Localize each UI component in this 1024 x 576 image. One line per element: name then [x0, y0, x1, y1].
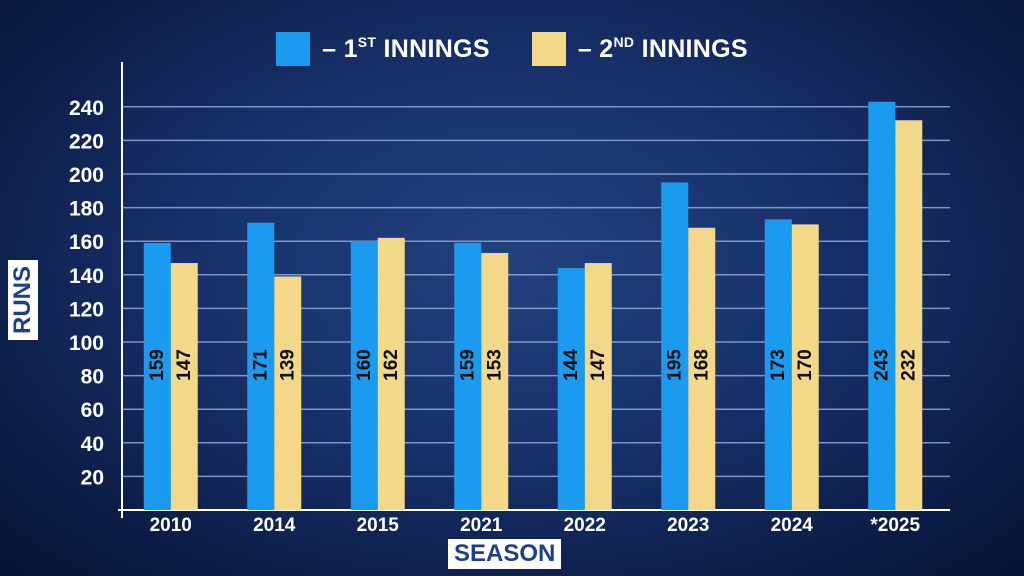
- legend: – 1ST INNINGS – 2ND INNINGS: [0, 32, 1024, 66]
- bar-value-label: 159: [457, 349, 478, 381]
- x-tick-label: 2022: [564, 515, 606, 536]
- bar-first-innings: [764, 219, 792, 511]
- y-tick-label: 220: [69, 130, 104, 153]
- y-tick-label: 240: [69, 97, 104, 120]
- bar-second-innings: [170, 263, 198, 510]
- x-axis-label: SEASON: [448, 539, 562, 569]
- bar-second-innings: [688, 227, 716, 510]
- y-tick-label: 120: [69, 298, 104, 321]
- bar-first-innings: [143, 242, 171, 510]
- bar-value-label: 170: [795, 349, 816, 381]
- y-tick-label: 40: [81, 433, 104, 456]
- bar-value-label: 173: [768, 349, 789, 381]
- bar-first-innings: [350, 241, 378, 510]
- legend-label-second-innings: – 2ND INNINGS: [577, 34, 748, 63]
- bar-first-innings: [247, 222, 275, 510]
- bar-second-innings: [584, 263, 612, 510]
- y-tick-label: 180: [69, 198, 104, 221]
- legend-swatch-first-innings: [276, 32, 311, 66]
- y-tick-label: 60: [81, 399, 104, 422]
- bar-first-innings: [557, 268, 585, 510]
- legend-label-first-innings: – 1ST INNINGS: [322, 34, 490, 63]
- legend-item-second-innings: – 2ND INNINGS: [531, 32, 748, 66]
- bar-value-label: 162: [381, 349, 402, 381]
- y-axis-label: RUNS: [8, 259, 38, 340]
- y-tick-label: 20: [81, 466, 104, 489]
- legend-swatch-second-innings: [531, 32, 566, 66]
- bar-second-innings: [895, 120, 923, 511]
- x-tick-label: 2024: [771, 515, 814, 536]
- bar-value-label: 139: [277, 349, 298, 381]
- y-tick-label: 160: [69, 231, 104, 254]
- bar-value-label: 160: [354, 349, 375, 381]
- x-tick-label: *2025: [870, 515, 920, 536]
- y-tick-label: 140: [69, 265, 104, 288]
- bar-value-label: 168: [691, 349, 712, 381]
- bar-first-innings: [661, 182, 689, 510]
- bar-second-innings: [377, 237, 405, 510]
- x-tick-label: 2021: [460, 515, 503, 536]
- bar-first-innings: [454, 242, 482, 510]
- bar-value-label: 243: [871, 349, 892, 381]
- x-tick-label: 2023: [667, 515, 709, 536]
- x-tick-label: 2010: [150, 515, 192, 536]
- bar-first-innings: [868, 101, 896, 510]
- bar-value-label: 144: [561, 349, 582, 381]
- y-tick-label: 80: [81, 366, 104, 389]
- x-tick-label: 2015: [357, 515, 400, 536]
- bar-value-label: 147: [588, 349, 609, 381]
- x-tick-label: 2014: [253, 515, 296, 536]
- bar-second-innings: [481, 252, 509, 510]
- legend-item-first-innings: – 1ST INNINGS: [276, 32, 490, 66]
- bar-second-innings: [791, 224, 819, 510]
- bar-value-label: 195: [664, 349, 685, 381]
- bar-second-innings: [274, 276, 302, 510]
- bar-value-label: 171: [250, 349, 271, 381]
- bar-value-label: 232: [898, 349, 919, 381]
- y-tick-label: 200: [69, 164, 104, 187]
- y-tick-label: 100: [69, 332, 104, 355]
- bar-value-label: 159: [147, 349, 168, 381]
- bar-value-label: 147: [174, 349, 195, 381]
- bar-value-label: 153: [484, 349, 505, 381]
